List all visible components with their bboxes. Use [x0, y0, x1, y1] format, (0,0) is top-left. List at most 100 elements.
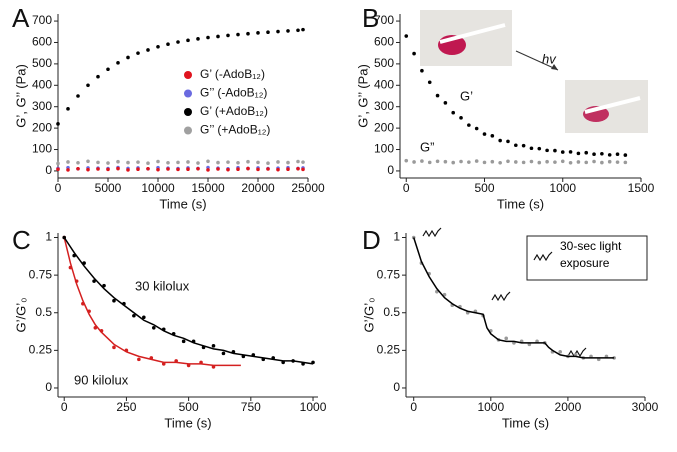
y-tick-label: 0 [45, 163, 52, 177]
data-point [301, 167, 305, 172]
fit-line [63, 237, 241, 367]
y-tick-label: 400 [374, 77, 394, 91]
data-point [537, 160, 542, 165]
data-point [443, 101, 448, 105]
exposure-icon [422, 227, 442, 238]
legend-label: G’’ (-AdoB₁₂) [200, 86, 267, 100]
y-tick-label: 0 [387, 163, 394, 177]
photo-vial [584, 96, 641, 114]
x-axis-label: Time (s) [497, 196, 544, 211]
data-point [296, 28, 300, 33]
data-point [116, 61, 120, 65]
legend-label: G’ (-AdoB₁₂) [200, 67, 265, 81]
data-point [176, 40, 180, 44]
data-point [615, 160, 620, 164]
data-point [102, 283, 106, 288]
y-tick-label: 0.75 [377, 267, 401, 281]
data-point [498, 160, 502, 165]
y-tick-label: 700 [32, 13, 52, 27]
data-point [600, 152, 604, 156]
data-point [132, 313, 136, 318]
data-point [286, 29, 290, 33]
data-point [506, 139, 510, 144]
y-tick-label: 0.5 [35, 305, 52, 319]
x-tick-label: 1000 [477, 400, 504, 414]
y-tick-label: 600 [374, 35, 394, 49]
data-point [404, 34, 409, 38]
y-tick-label: 0.75 [29, 267, 53, 281]
y-tick-label: 1 [393, 230, 400, 244]
data-point [623, 153, 628, 157]
annotation: hv [542, 51, 557, 66]
data-point [166, 42, 170, 46]
exposure-icon [491, 291, 511, 302]
data-point [211, 344, 216, 348]
fit-line [412, 237, 615, 359]
data-point [196, 166, 200, 171]
data-point [568, 150, 573, 154]
data-point [146, 48, 150, 52]
data-point [592, 152, 596, 157]
y-tick-label: 700 [374, 13, 394, 27]
data-point [615, 152, 620, 157]
y-axis-label: G’/G’₀ [361, 297, 376, 332]
data-point [146, 161, 150, 166]
y-axis-label: G’, G’’ (Pa) [355, 64, 370, 128]
data-point [276, 29, 280, 34]
data-point [186, 160, 190, 164]
legend-box [526, 235, 648, 281]
data-point [576, 151, 581, 156]
data-point [76, 160, 80, 165]
data-point [514, 143, 518, 148]
x-tick-label: 0 [55, 181, 62, 195]
data-point [196, 161, 200, 165]
data-point [76, 94, 80, 98]
data-point [276, 160, 280, 164]
data-point [467, 123, 471, 127]
data-point [504, 336, 509, 341]
data-point [112, 298, 116, 303]
y-tick-label: 500 [374, 56, 394, 70]
data-point [166, 160, 170, 165]
x-tick-label: 2000 [555, 400, 582, 414]
data-point [266, 161, 270, 166]
y-tick-label: 200 [32, 120, 52, 134]
data-point [206, 168, 210, 172]
arrow-head [551, 64, 558, 70]
exposure-icon [533, 251, 553, 262]
y-axis-label: G’/G’₀ [13, 297, 28, 332]
photo [420, 10, 512, 66]
data-point [576, 160, 581, 164]
series-label: G’ [460, 88, 473, 103]
y-tick-label: 100 [32, 142, 52, 156]
x-tick-label: 0 [410, 400, 417, 414]
legend-marker [184, 71, 192, 79]
data-point [226, 167, 230, 172]
legend-label: G’ (+AdoB₁₂) [200, 104, 268, 118]
data-point [256, 31, 260, 35]
x-tick-label: 0 [403, 181, 410, 195]
data-point [66, 107, 70, 111]
legend-marker [184, 108, 192, 116]
data-point [236, 167, 240, 172]
x-tick-label: 3000 [632, 400, 659, 414]
data-point [92, 279, 96, 283]
y-tick-label: 600 [32, 35, 52, 49]
data-point [181, 339, 186, 344]
legend-marker [184, 126, 192, 135]
data-point [296, 159, 300, 164]
y-tick-label: 300 [374, 99, 394, 113]
panel-letter: B [362, 3, 379, 33]
data-point [226, 160, 230, 164]
data-point [490, 159, 495, 164]
data-point [106, 67, 110, 72]
data-point [116, 159, 120, 164]
y-tick-label: 0.25 [377, 343, 401, 357]
data-point [420, 159, 424, 163]
data-point [266, 167, 270, 171]
panel-letter: A [12, 3, 30, 33]
data-point [286, 160, 290, 165]
x-tick-label: 0 [61, 400, 68, 414]
data-point [176, 160, 180, 165]
data-point [86, 159, 90, 164]
